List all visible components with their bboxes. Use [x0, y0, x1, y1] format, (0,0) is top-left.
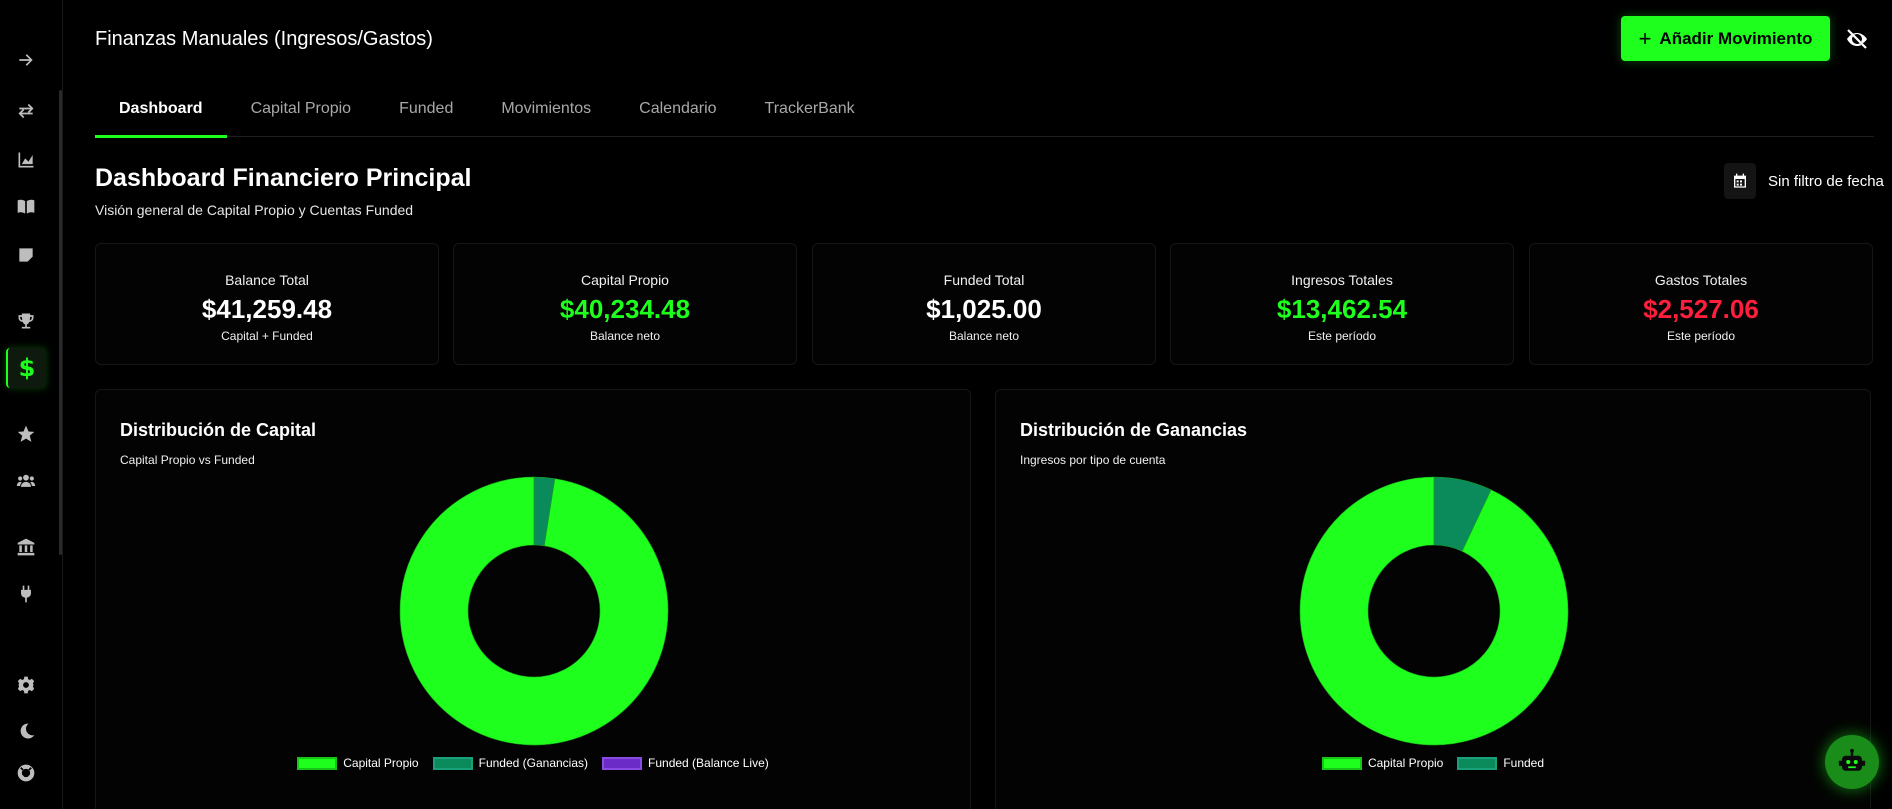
legend-label: Funded (Balance Live): [648, 756, 769, 770]
exchange-icon[interactable]: [6, 91, 46, 131]
tab-movimientos[interactable]: Movimientos: [501, 100, 592, 117]
add-movement-button[interactable]: + Añadir Movimiento: [1621, 16, 1830, 61]
legend-item[interactable]: Funded: [1457, 756, 1544, 770]
kpi-card-ingresos-totales: Ingresos Totales $13,462.54 Este período: [1170, 243, 1514, 365]
lifebuoy-icon[interactable]: [6, 753, 46, 793]
legend-swatch: [1457, 756, 1498, 770]
chart-area-icon[interactable]: [6, 140, 46, 180]
book-icon[interactable]: [6, 187, 46, 227]
tab-capital-propio[interactable]: Capital Propio: [250, 100, 352, 117]
legend-label: Capital Propio: [343, 756, 419, 770]
legend-label: Funded: [1503, 756, 1545, 770]
donut-slice-funded-ganancias[interactable]: [533, 476, 556, 547]
legend-item[interactable]: Capital Propio: [297, 756, 419, 770]
kpi-value: $1,025.00: [926, 294, 1042, 324]
plug-icon[interactable]: [6, 574, 46, 614]
kpi-value: $13,462.54: [1276, 294, 1408, 324]
arrow-right-icon[interactable]: [6, 40, 46, 80]
kpi-card-capital-propio: Capital Propio $40,234.48 Balance neto: [453, 243, 797, 365]
kpi-sub: Balance neto: [948, 329, 1020, 343]
chart-card-distribucion-capital: Distribución de Capital Capital Propio v…: [95, 389, 971, 809]
kpi-value: $2,527.06: [1643, 294, 1759, 324]
bank-icon[interactable]: [6, 527, 46, 567]
donut-chart: [1299, 476, 1569, 746]
kpi-value: $40,234.48: [559, 294, 691, 324]
legend-item[interactable]: Capital Propio: [1321, 756, 1444, 770]
donut-slice-capital-propio[interactable]: [1299, 476, 1569, 746]
kpi-label: Ingresos Totales: [1291, 272, 1393, 288]
tab-bar: Dashboard Capital Propio Funded Movimien…: [95, 95, 1874, 138]
chart-title: Distribución de Ganancias: [1020, 420, 1248, 440]
legend-swatch: [297, 756, 338, 770]
chart-subtitle: Ingresos por tipo de cuenta: [1020, 453, 1166, 467]
kpi-value: $41,259.48: [201, 294, 333, 324]
chart-legend: Capital Propio Funded: [996, 756, 1870, 770]
legend-label: Funded (Ganancias): [478, 756, 589, 770]
users-icon[interactable]: [6, 461, 46, 501]
sidebar-scrollbar[interactable]: [59, 90, 62, 555]
chart-legend: Capital Propio Funded (Ganancias) Funded (…: [96, 756, 970, 770]
chart-card-distribucion-ganancias: Distribución de Ganancias Ingresos por t…: [995, 389, 1871, 809]
page-title: Dashboard Financiero Principal: [95, 164, 472, 192]
chart-subtitle: Capital Propio vs Funded: [120, 453, 255, 467]
robot-icon: [1838, 748, 1866, 771]
trophy-icon[interactable]: [6, 301, 46, 341]
donut-slice-capital-propio[interactable]: [399, 476, 669, 746]
legend-item[interactable]: Funded (Balance Live): [602, 756, 769, 770]
legend-swatch: [602, 756, 643, 770]
date-filter-label: Sin filtro de fecha: [1768, 172, 1884, 190]
dollar-icon[interactable]: $: [6, 348, 46, 388]
kpi-sub: Capital + Funded: [221, 329, 313, 343]
donut-slice-funded[interactable]: [1433, 476, 1492, 552]
kpi-label: Gastos Totales: [1654, 272, 1748, 288]
kpi-label: Funded Total: [943, 272, 1025, 288]
star-icon[interactable]: [6, 414, 46, 454]
legend-item[interactable]: Funded (Ganancias): [432, 756, 589, 770]
kpi-sub: Balance neto: [589, 329, 661, 343]
tab-calendario[interactable]: Calendario: [639, 100, 717, 117]
legend-swatch: [432, 756, 473, 770]
kpi-label: Capital Propio: [581, 272, 669, 288]
kpi-sub: Este período: [1666, 329, 1736, 343]
kpi-sub: Este período: [1307, 329, 1377, 343]
kpi-card-gastos-totales: Gastos Totales $2,527.06 Este período: [1529, 243, 1873, 365]
kpi-card-funded-total: Funded Total $1,025.00 Balance neto: [812, 243, 1156, 365]
kpi-card-balance-total: Balance Total $41,259.48 Capital + Funde…: [95, 243, 439, 365]
robot-assistant-button[interactable]: [1825, 735, 1879, 789]
sidebar: $: [0, 0, 63, 809]
donut-chart: [399, 476, 669, 746]
app-title: Finanzas Manuales (Ingresos/Gastos): [95, 28, 433, 50]
gear-icon[interactable]: [6, 665, 46, 705]
sticky-note-icon[interactable]: [6, 235, 46, 275]
add-movement-label: Añadir Movimiento: [1659, 28, 1813, 48]
moon-icon[interactable]: [6, 711, 46, 751]
page-subtitle: Visión general de Capital Propio y Cuent…: [95, 202, 414, 218]
date-filter-button[interactable]: Sin filtro de fecha: [1724, 163, 1884, 199]
calendar-icon: [1724, 163, 1756, 199]
eye-slash-icon[interactable]: [1840, 22, 1874, 56]
legend-swatch: [1321, 756, 1362, 770]
chart-title: Distribución de Capital: [120, 420, 317, 440]
tab-trackerbank[interactable]: TrackerBank: [764, 100, 855, 117]
kpi-label: Balance Total: [225, 272, 309, 288]
plus-icon: +: [1638, 25, 1652, 51]
legend-label: Capital Propio: [1367, 756, 1444, 770]
tab-funded[interactable]: Funded: [399, 100, 454, 117]
tab-dashboard[interactable]: Dashboard: [95, 95, 227, 138]
